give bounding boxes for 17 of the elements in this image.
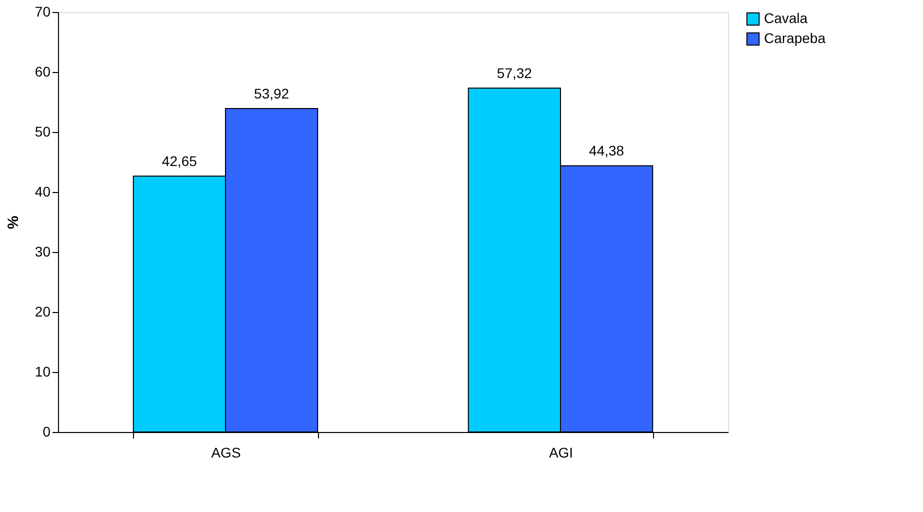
y-tick-label: 20 xyxy=(34,304,51,320)
x-tick-label: AGS xyxy=(211,444,241,460)
data-label: 53,92 xyxy=(254,85,290,102)
y-tick-label: 30 xyxy=(34,244,51,260)
y-tick-label: 50 xyxy=(34,124,51,140)
data-label: 57,32 xyxy=(496,65,532,82)
legend-label: Cavala xyxy=(764,10,808,26)
data-label: 42,65 xyxy=(162,153,198,170)
data-label: 44,38 xyxy=(589,142,624,159)
y-tick-label: 70 xyxy=(34,4,51,20)
y-tick-label: 60 xyxy=(34,64,51,80)
y-tick-label: 40 xyxy=(34,184,51,200)
y-tick-label: 10 xyxy=(34,364,51,380)
x-tick-label: AGI xyxy=(548,444,574,460)
y-axis-title: % xyxy=(4,216,22,230)
y-tick-label: 0 xyxy=(42,424,51,440)
legend-label: Carapeba xyxy=(764,30,826,46)
